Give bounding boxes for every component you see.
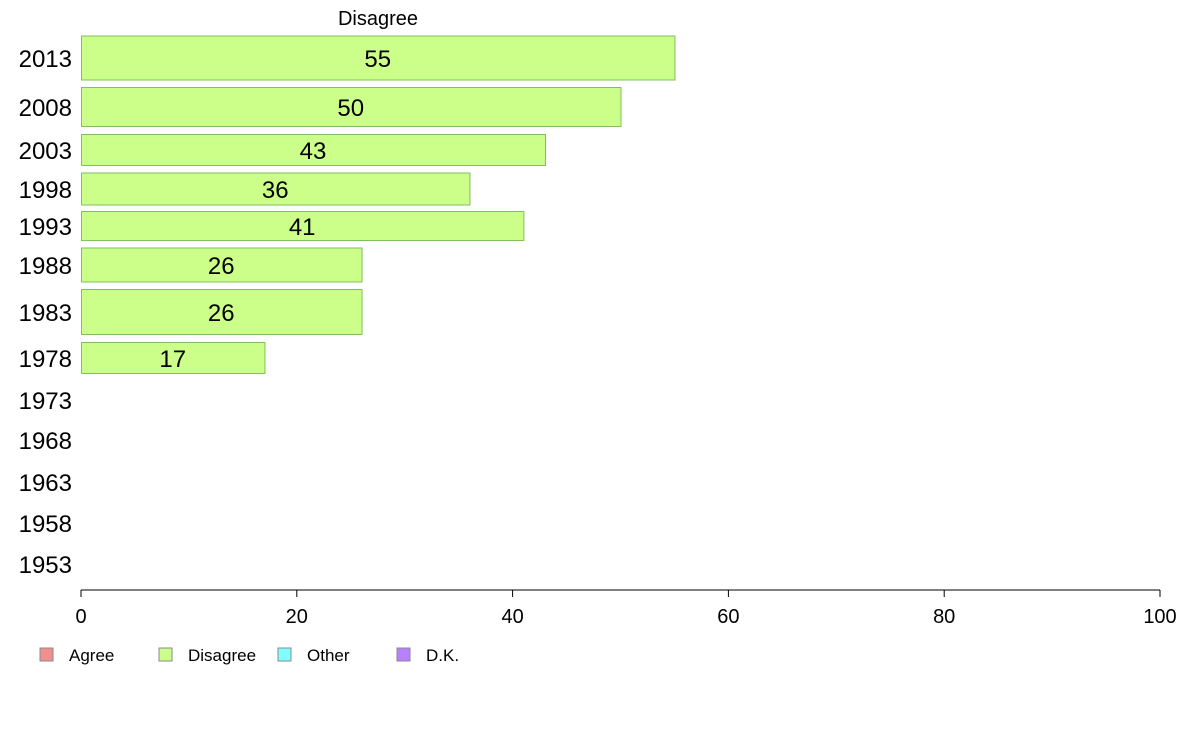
legend-label-other: Other: [307, 646, 350, 665]
bar-2003: [81, 134, 546, 166]
bar-2013: [81, 35, 676, 81]
category-label-1953: 1953: [19, 552, 72, 579]
category-label-2013: 2013: [19, 46, 72, 73]
chart-title: Disagree: [338, 8, 418, 30]
legend-label-agree: Agree: [69, 646, 114, 665]
bar-2008: [81, 87, 622, 127]
legend-swatch-other: [277, 647, 292, 662]
category-label-2003: 2003: [19, 138, 72, 165]
x-tick-label-20: 20: [286, 606, 308, 628]
category-label-1978: 1978: [19, 346, 72, 373]
x-tick-label-100: 100: [1143, 606, 1176, 628]
x-axis: 0 20 40 60 80 100: [75, 589, 1177, 628]
bar-1983: [81, 289, 363, 335]
legend-swatch-d-k: [396, 647, 411, 662]
category-label-2008: 2008: [19, 95, 72, 122]
legend-label-d-k: D.K.: [426, 646, 459, 665]
legend: Agree Disagree Other D.K.: [39, 646, 459, 665]
legend-swatch-agree: [39, 647, 54, 662]
bar-1998: [81, 172, 471, 206]
category-label-1958: 1958: [19, 511, 72, 538]
value-label-1998: 36: [262, 177, 289, 204]
bar-1978: [81, 342, 266, 374]
category-label-1993: 1993: [19, 214, 72, 241]
legend-label-disagree: Disagree: [188, 646, 256, 665]
value-label-2003: 43: [300, 138, 327, 165]
category-labels: 2013 2008 2003 1998 1993 1988 1983 1978 1973 1968…: [19, 46, 72, 579]
category-label-1983: 1983: [19, 300, 72, 327]
value-label-2013: 55: [364, 46, 391, 73]
value-label-1993: 41: [289, 214, 316, 241]
legend-swatch-disagree: [158, 647, 173, 662]
category-label-1988: 1988: [19, 253, 72, 280]
x-tick-label-0: 0: [75, 606, 86, 628]
x-tick-label-60: 60: [717, 606, 739, 628]
bar-1993: [81, 211, 525, 241]
category-label-1968: 1968: [19, 428, 72, 455]
value-label-1983: 26: [208, 300, 235, 327]
value-label-2008: 50: [337, 95, 364, 122]
bar-1988: [81, 247, 363, 283]
category-label-1998: 1998: [19, 177, 72, 204]
x-tick-label-80: 80: [933, 606, 955, 628]
category-label-1973: 1973: [19, 388, 72, 415]
category-label-1963: 1963: [19, 470, 72, 497]
x-tick-label-40: 40: [501, 606, 523, 628]
value-label-1988: 26: [208, 253, 235, 280]
value-label-1978: 17: [159, 346, 186, 373]
bars: [81, 35, 676, 374]
